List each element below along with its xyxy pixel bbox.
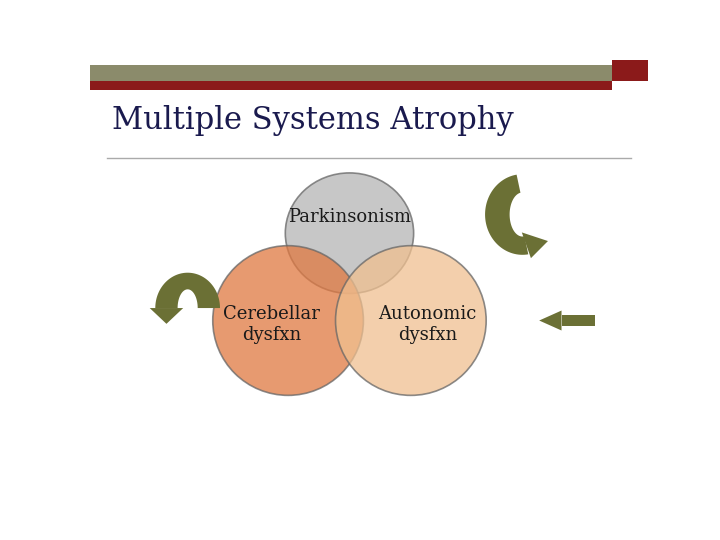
FancyBboxPatch shape bbox=[90, 65, 612, 80]
PathPatch shape bbox=[156, 273, 220, 308]
PathPatch shape bbox=[485, 174, 528, 255]
FancyBboxPatch shape bbox=[562, 315, 595, 326]
Ellipse shape bbox=[213, 246, 364, 395]
Text: Multiple Systems Atrophy: Multiple Systems Atrophy bbox=[112, 105, 514, 137]
Polygon shape bbox=[539, 310, 562, 330]
Text: Parkinsonism: Parkinsonism bbox=[288, 207, 411, 226]
Ellipse shape bbox=[285, 173, 414, 294]
FancyBboxPatch shape bbox=[612, 60, 648, 80]
Text: Cerebellar
dysfxn: Cerebellar dysfxn bbox=[223, 305, 320, 344]
Text: Autonomic
dysfxn: Autonomic dysfxn bbox=[379, 305, 477, 344]
Ellipse shape bbox=[336, 246, 486, 395]
Polygon shape bbox=[150, 308, 183, 324]
Polygon shape bbox=[522, 232, 548, 258]
FancyBboxPatch shape bbox=[90, 80, 612, 90]
